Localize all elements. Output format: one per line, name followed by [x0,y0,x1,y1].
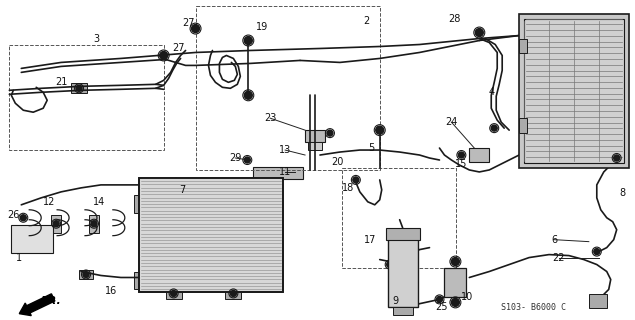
Bar [10,45,164,150]
Text: 2: 2 [364,16,370,26]
Circle shape [192,25,199,33]
Text: 16: 16 [105,286,117,296]
Text: 23: 23 [264,113,276,123]
Text: 12: 12 [43,197,55,207]
Text: S103- B6000 C: S103- B6000 C [501,303,566,312]
Text: 20: 20 [331,157,344,167]
Text: 6: 6 [551,235,557,245]
Circle shape [594,249,600,255]
Text: 29: 29 [229,153,241,163]
Text: 3: 3 [93,34,99,44]
Circle shape [451,258,459,266]
Bar [51,215,61,233]
Circle shape [244,91,252,99]
Circle shape [376,126,384,134]
Circle shape [436,296,443,302]
Circle shape [491,125,497,131]
Circle shape [244,157,250,163]
Bar [196,6,380,170]
FancyArrow shape [19,294,55,316]
Text: 15: 15 [455,159,467,169]
Text: 1: 1 [17,252,22,263]
Bar [589,294,606,308]
Circle shape [231,291,236,296]
Circle shape [387,261,392,268]
Bar [392,307,413,315]
Text: 11: 11 [279,167,291,177]
Circle shape [353,177,359,183]
Bar [139,178,283,292]
Text: 7: 7 [180,185,185,195]
Text: 17: 17 [364,235,376,245]
Circle shape [613,155,620,161]
Bar [444,268,466,297]
Bar [139,178,283,292]
Text: 4: 4 [488,87,494,97]
Bar [89,215,99,233]
Circle shape [159,52,168,60]
Bar [519,38,527,53]
Text: 21: 21 [55,77,67,87]
Bar [342,168,457,268]
Circle shape [20,215,26,221]
Bar [524,19,624,163]
Circle shape [327,130,333,136]
Bar [134,271,146,289]
Text: 5: 5 [369,143,375,153]
Text: 13: 13 [279,145,291,155]
Bar [225,287,241,300]
Bar [308,142,322,150]
Text: FR.: FR. [41,296,62,306]
Circle shape [458,152,464,158]
Circle shape [76,85,82,91]
Text: 10: 10 [461,292,474,302]
Bar [388,238,418,307]
Text: 14: 14 [93,197,105,207]
Bar [11,225,53,252]
Bar [253,167,303,179]
Bar [79,269,93,279]
Text: 24: 24 [445,117,458,127]
Bar [71,83,87,93]
Bar [385,228,420,240]
Bar [166,287,182,300]
Text: 22: 22 [552,252,565,263]
Text: 28: 28 [448,14,460,24]
Circle shape [171,291,177,296]
Text: 27: 27 [172,44,185,53]
Circle shape [91,221,97,227]
Bar [469,148,489,162]
Text: 18: 18 [342,183,354,193]
Circle shape [83,271,89,277]
Text: 19: 19 [256,21,269,32]
Circle shape [451,298,459,306]
Circle shape [53,221,59,227]
Bar [134,195,146,213]
Text: 8: 8 [620,188,625,198]
Circle shape [244,36,252,44]
Bar [519,14,629,168]
Circle shape [476,28,483,36]
Text: 9: 9 [392,296,399,306]
Bar [519,118,527,133]
Text: 27: 27 [182,18,195,28]
Bar [305,130,325,142]
Text: 25: 25 [435,302,448,312]
Text: 26: 26 [7,210,20,220]
